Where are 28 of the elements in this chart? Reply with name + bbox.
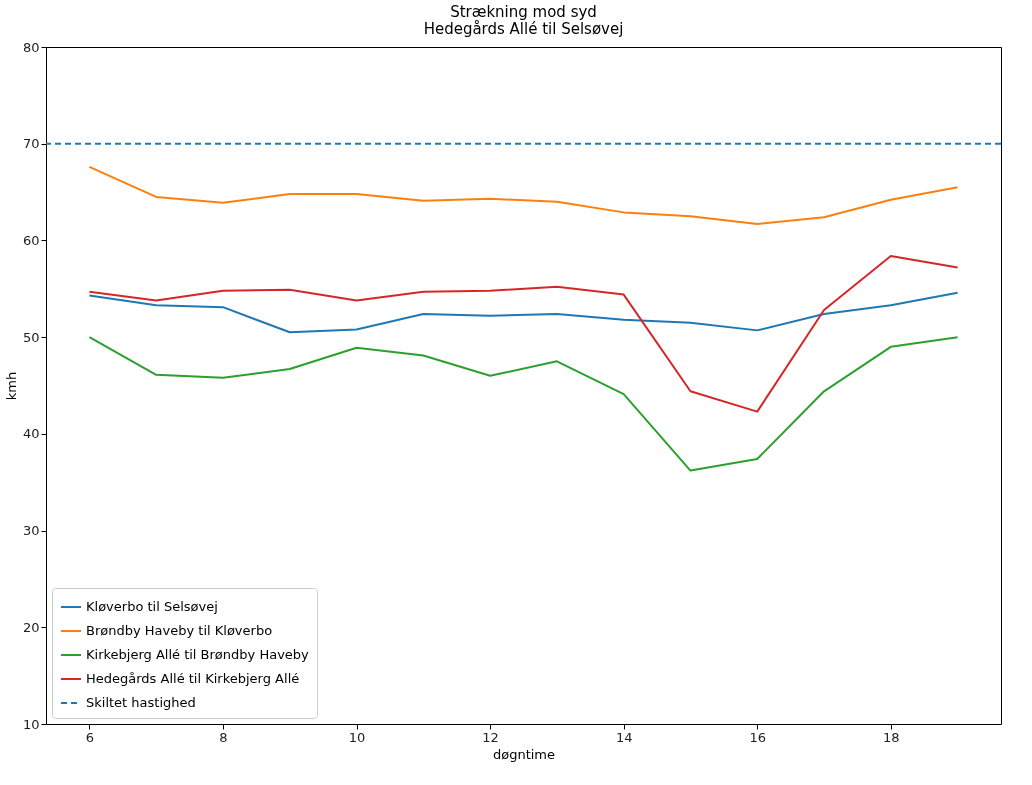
y-tick-label: 70 xyxy=(22,136,40,152)
y-tick-label: 40 xyxy=(22,426,40,442)
line-series xyxy=(88,254,959,413)
y-tick-label: 20 xyxy=(22,619,40,635)
legend-label: Skiltet hastighed xyxy=(86,695,196,710)
x-axis-title: døgntime xyxy=(492,746,556,762)
x-tick-label: 12 xyxy=(482,729,499,745)
y-tick-label: 10 xyxy=(22,716,40,732)
legend-label: Hedegårds Allé til Kirkebjerg Allé xyxy=(86,671,300,686)
x-tick-label: 6 xyxy=(85,729,95,745)
line-series xyxy=(88,165,959,225)
line-series xyxy=(88,336,959,472)
line-series xyxy=(88,291,959,334)
legend-label: Kirkebjerg Allé til Brøndby Haveby xyxy=(86,647,310,662)
legend-label: Brøndby Haveby til Kløverbo xyxy=(86,623,273,638)
y-axis-title: kmh xyxy=(3,371,19,401)
x-tick-label: 18 xyxy=(883,729,900,745)
y-tick-label: 30 xyxy=(22,523,40,539)
legend-label: Kløverbo til Selsøvej xyxy=(86,599,218,614)
y-tick-label: 60 xyxy=(22,232,40,248)
x-tick-label: 14 xyxy=(615,729,633,745)
chart-subtitle: Hedegårds Allé til Selsøvej xyxy=(423,20,624,38)
x-tick-label: 16 xyxy=(749,729,767,745)
y-tick-label: 80 xyxy=(22,39,40,55)
x-tick-label: 8 xyxy=(219,729,228,745)
chart-title: Strækning mod syd xyxy=(450,3,597,21)
y-tick-label: 50 xyxy=(22,329,40,345)
x-tick-label: 10 xyxy=(348,729,366,745)
